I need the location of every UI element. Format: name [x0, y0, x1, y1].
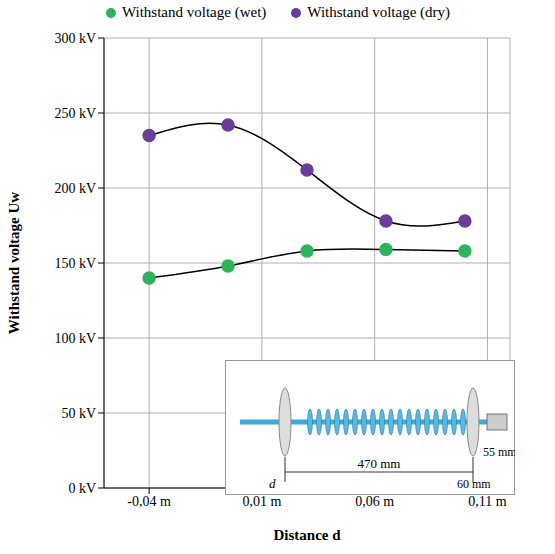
svg-text:200 kV: 200 kV — [54, 181, 96, 196]
svg-text:0,01 m: 0,01 m — [242, 494, 281, 509]
svg-text:Distance d: Distance d — [273, 527, 341, 543]
svg-text:Withstand voltage Uw: Withstand voltage Uw — [6, 192, 22, 334]
svg-text:100 kV: 100 kV — [54, 331, 96, 346]
svg-text:0 kV: 0 kV — [68, 481, 96, 496]
svg-text:150 kV: 150 kV — [54, 256, 96, 271]
svg-text:250 kV: 250 kV — [54, 106, 96, 121]
svg-text:300 kV: 300 kV — [54, 31, 96, 46]
html-text:Withstand voltage (dry): Withstand voltage (dry) — [307, 4, 450, 20]
svg-text:0,11 m: 0,11 m — [468, 494, 506, 509]
html-text:Withstand voltage (wet): Withstand voltage (wet) — [122, 4, 267, 20]
svg-text:60 mm: 60 mm — [457, 477, 491, 491]
svg-text:55 mm: 55 mm — [483, 445, 515, 459]
svg-text:50 kV: 50 kV — [61, 406, 96, 421]
svg-text:0,06 m: 0,06 m — [355, 494, 394, 509]
svg-text:-0,04 m: -0,04 m — [127, 494, 171, 509]
svg-text:d: d — [269, 476, 276, 491]
svg-text:470 mm: 470 mm — [358, 456, 401, 471]
